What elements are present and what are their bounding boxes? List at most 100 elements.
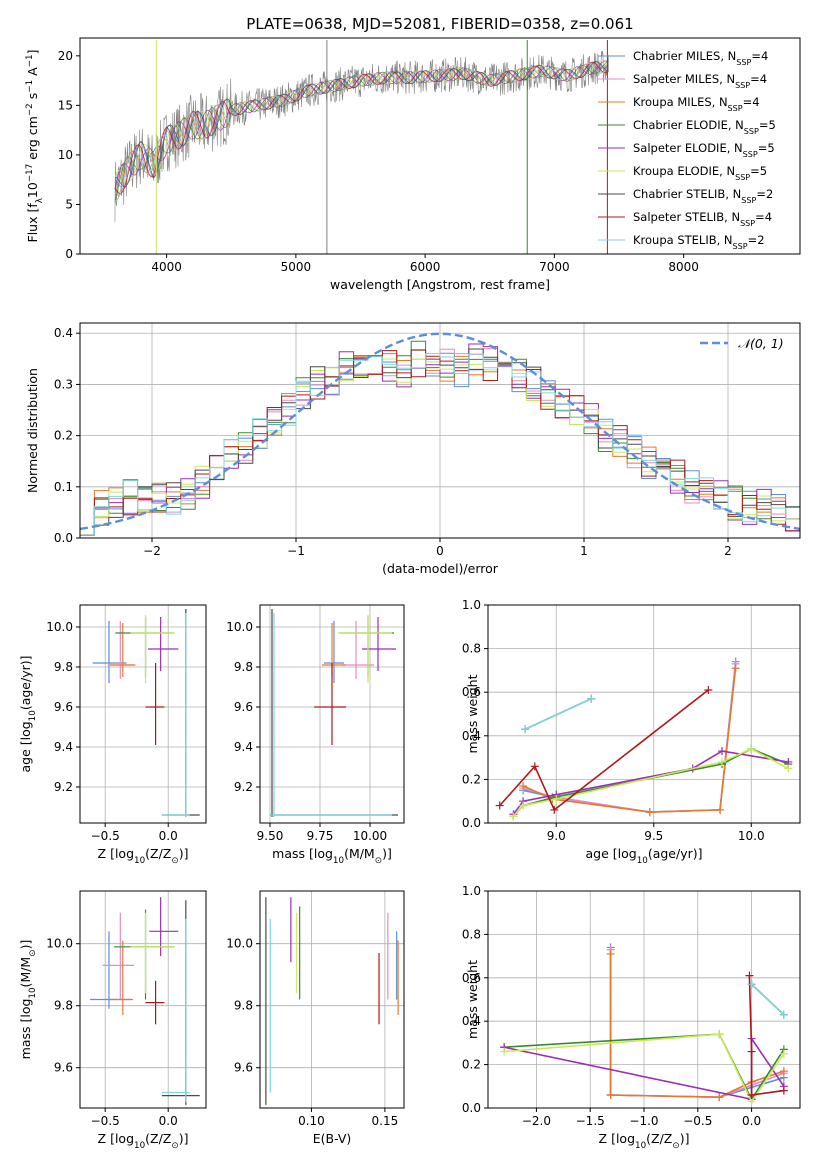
model-spectrum-line [114, 60, 609, 181]
legend-label: Kroupa ELODIE, NSSP=5 [633, 164, 767, 182]
x-tick-label: 8000 [668, 260, 699, 274]
x-tick-label: −0.5 [91, 1114, 120, 1128]
mass-weight-line [512, 750, 789, 815]
plot-area [500, 943, 788, 1106]
legend-label: Chabrier STELIB, NSSP=2 [633, 187, 773, 205]
model-spectrum-line [114, 60, 609, 202]
y-tick-label: 0.8 [462, 642, 481, 656]
y-tick-label: 9.8 [54, 999, 73, 1013]
x-axis-label: age [log10(age/yr)] [585, 846, 702, 866]
point-marker [747, 1090, 756, 1099]
y-tick-label: 15 [58, 98, 73, 112]
point-marker [779, 1086, 788, 1095]
axes-frame [79, 37, 801, 255]
x-axis-label: Z [log10(Z/Z⊙)] [98, 1131, 189, 1151]
plot-area [92, 609, 200, 817]
y-tick-label: 1.0 [462, 884, 481, 898]
plot-area [90, 897, 200, 1105]
y-tick-label: 9.6 [54, 700, 73, 714]
mass-weight-line [504, 1033, 785, 1104]
y-tick-label: 9.6 [54, 1061, 73, 1075]
panel-5: 9.0 9.5 10.0 0.0 0.2 0.4 0.6 0.8 1.0 age [log10(a… [462, 598, 801, 866]
point-marker [519, 781, 528, 790]
x-axis-label: mass [log10(M/M⊙)] [272, 846, 392, 866]
y-tick-label: 0.6 [462, 971, 481, 985]
x-axis-label: Z [log10(Z/Z⊙)] [98, 846, 189, 866]
panel-4: 9.50 9.75 10.00 9.2 9.4 9.6 9.8 10.0 mass [log10… [226, 604, 405, 866]
x-tick-label: 0.0 [159, 1114, 178, 1128]
point-marker [552, 795, 561, 804]
axes-frame [259, 890, 405, 1109]
y-tick-label: 10 [58, 148, 73, 162]
y-tick-label: 10.0 [46, 937, 73, 951]
plot-area [114, 39, 609, 254]
histogram-step-line [80, 350, 800, 538]
x-tick-label: 6000 [410, 260, 441, 274]
legend-label: Chabrier MILES, NSSP=4 [633, 49, 768, 67]
x-tick-label: −1.0 [629, 1114, 658, 1128]
y-tick-label: 9.8 [234, 999, 253, 1013]
y-axis-label: mass [log10(M/M⊙)] [18, 940, 38, 1060]
legend-label: Kroupa STELIB, NSSP=2 [633, 233, 765, 251]
point-marker [500, 1047, 509, 1056]
point-marker [606, 949, 615, 958]
x-tick-label: −2 [143, 544, 161, 558]
mass-weight-line [751, 983, 785, 1016]
y-tick-label: 0.0 [462, 1101, 481, 1115]
point-marker [606, 1090, 615, 1099]
y-tick-label: 5 [65, 197, 73, 211]
mass-weight-line [748, 975, 785, 1096]
y-tick-label: 0.2 [462, 772, 481, 786]
point-marker [718, 757, 726, 766]
mass-weight-line [499, 689, 709, 812]
x-axis-label: (data-model)/error [382, 561, 499, 576]
y-tick-label: 0.1 [54, 480, 73, 494]
axes-frame [79, 890, 207, 1109]
point-marker [645, 808, 654, 817]
panel-3: −0.5 0.0 9.2 9.4 9.6 9.8 10.0 Z [log10(Z/Z⊙)] ag… [18, 604, 207, 866]
mass-weight-line [524, 697, 592, 731]
grid [488, 890, 800, 1109]
y-tick-label: 0.3 [54, 377, 73, 391]
legend-label: Kroupa MILES, NSSP=4 [633, 95, 760, 113]
plot-area [80, 332, 800, 538]
point-marker [704, 686, 713, 695]
x-tick-label: 2 [724, 544, 732, 558]
grid [80, 605, 206, 823]
point-marker [587, 694, 596, 703]
point-marker [747, 744, 756, 753]
y-tick-label: 9.6 [234, 700, 253, 714]
point-marker [715, 1030, 724, 1039]
plot-area [495, 657, 793, 821]
x-tick-label: 10.0 [738, 829, 765, 843]
y-tick-label: 9.4 [54, 740, 73, 754]
mass-weight-line [512, 748, 789, 818]
point-marker [779, 1067, 788, 1076]
point-marker [718, 747, 726, 756]
point-marker [779, 1049, 788, 1058]
point-marker [745, 971, 754, 980]
point-marker [519, 801, 528, 810]
panel-2: −2 −1 0 1 2 0.0 0.1 0.2 0.3 0.4 (data-model)/error… [25, 322, 801, 576]
x-tick-label: 9.75 [307, 829, 334, 843]
axes-frame [79, 604, 207, 824]
model-spectrum-line [114, 61, 609, 188]
x-tick-label: 1 [580, 544, 588, 558]
grid [260, 891, 404, 1108]
point-marker [550, 805, 559, 814]
x-tick-label: 10.00 [353, 829, 387, 843]
point-marker [530, 762, 539, 771]
axes-frame [259, 604, 405, 824]
legend-label: 𝒩(0, 1) [738, 336, 784, 351]
y-tick-label: 0.0 [462, 816, 481, 830]
x-tick-label: 0.0 [159, 829, 178, 843]
y-tick-label: 0.8 [462, 927, 481, 941]
plot-area [270, 609, 398, 817]
axes-frame [487, 604, 801, 824]
x-tick-label: −2.0 [522, 1114, 551, 1128]
y-tick-label: 9.2 [54, 780, 73, 794]
point-marker [716, 805, 725, 814]
plot-area [265, 897, 399, 1105]
x-tick-label: −0.5 [91, 829, 120, 843]
